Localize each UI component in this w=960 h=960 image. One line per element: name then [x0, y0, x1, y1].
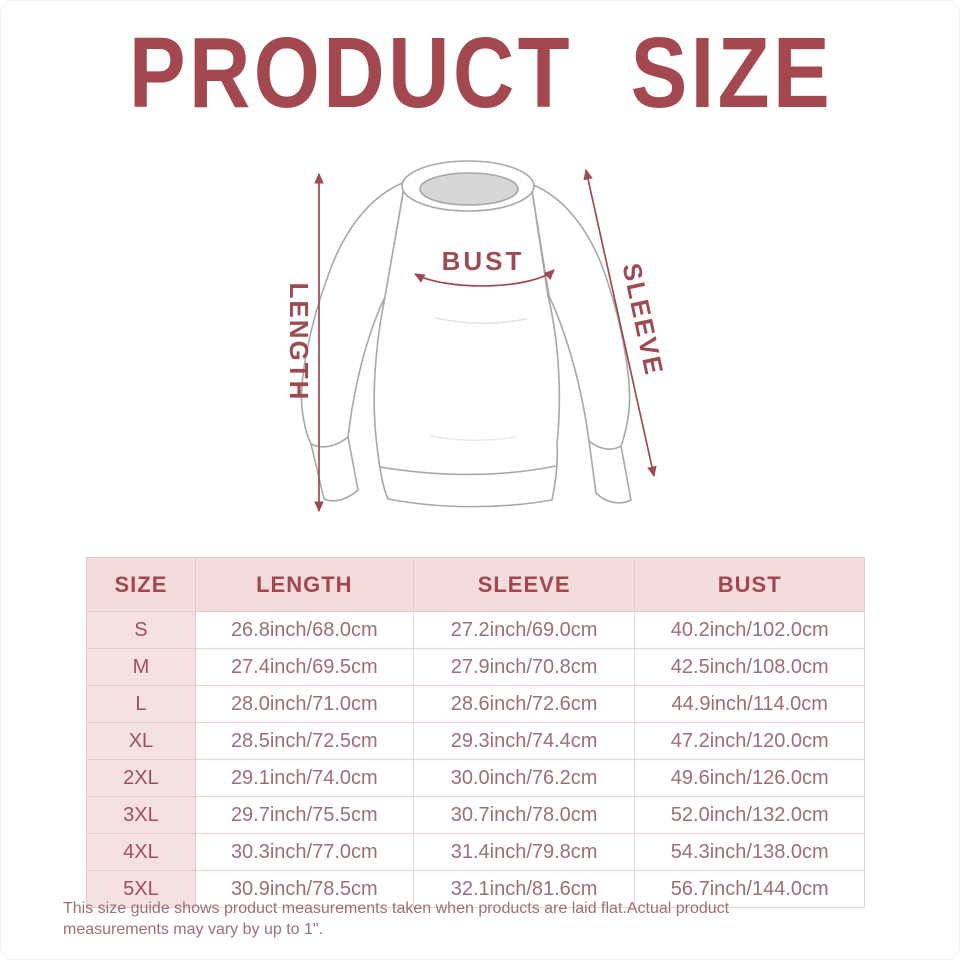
bust-cell: 40.2inch/102.0cm	[634, 611, 865, 649]
length-cell: 30.9inch/78.5cm	[194, 870, 414, 908]
bust-label: BUST	[442, 246, 525, 276]
length-label: LENGTH	[284, 283, 314, 402]
size-cell: 2XL	[86, 759, 196, 797]
table-row: 5XL 30.9inch/78.5cm 32.1inch/81.6cm 56.7…	[86, 870, 865, 908]
sleeve-arrow	[583, 168, 657, 478]
column-header-sleeve: SLEEVE	[412, 557, 636, 612]
size-cell: XL	[86, 722, 196, 760]
table-row: M 27.4inch/69.5cm 27.9inch/70.8cm 42.5in…	[86, 648, 865, 686]
sleeve-cell: 27.2inch/69.0cm	[412, 611, 636, 649]
size-cell: M	[86, 648, 196, 686]
table-row: 4XL 30.3inch/77.0cm 31.4inch/79.8cm 54.3…	[86, 833, 865, 871]
table-row: 2XL 29.1inch/74.0cm 30.0inch/76.2cm 49.6…	[86, 759, 865, 797]
sleeve-cell: 30.7inch/78.0cm	[412, 796, 636, 834]
footer-note-line1: This size guide shows product measuremen…	[63, 900, 730, 917]
sleeve-cell: 32.1inch/81.6cm	[412, 870, 636, 908]
length-cell: 26.8inch/68.0cm	[194, 611, 414, 649]
footer-note-line2: measurements may vary by up to 1".	[63, 921, 324, 938]
sleeve-cell: 31.4inch/79.8cm	[412, 833, 636, 871]
bust-cell: 56.7inch/144.0cm	[634, 870, 865, 908]
table-row: S 26.8inch/68.0cm 27.2inch/69.0cm 40.2in…	[86, 611, 865, 649]
bust-cell: 42.5inch/108.0cm	[634, 648, 865, 686]
waist-wrinkle	[430, 435, 517, 442]
table-row: 3XL 29.7inch/75.5cm 30.7inch/78.0cm 52.0…	[86, 796, 865, 834]
length-cell: 28.0inch/71.0cm	[194, 685, 414, 723]
table-row: XL 28.5inch/72.5cm 29.3inch/74.4cm 47.2i…	[86, 722, 865, 760]
footer-note: This size guide shows product measuremen…	[63, 898, 893, 940]
page-title: PRODUCT SIZE	[128, 17, 834, 129]
column-header-size: SIZE	[86, 557, 196, 612]
bust-cell: 54.3inch/138.0cm	[634, 833, 865, 871]
sleeve-cell: 27.9inch/70.8cm	[412, 648, 636, 686]
size-table: SIZE LENGTH SLEEVE BUST S 26.8inch/68.0c…	[86, 557, 865, 908]
column-header-length: LENGTH	[194, 557, 414, 612]
length-cell: 29.1inch/74.0cm	[194, 759, 414, 797]
hem-seam	[379, 465, 557, 476]
bust-cell: 47.2inch/120.0cm	[634, 722, 865, 760]
size-cell: 5XL	[86, 870, 196, 908]
length-cell: 30.3inch/77.0cm	[194, 833, 414, 871]
left-cuff-seam	[310, 436, 349, 448]
chest-wrinkle	[435, 317, 527, 325]
bust-cell: 52.0inch/132.0cm	[634, 796, 865, 834]
bust-cell: 49.6inch/126.0cm	[634, 759, 865, 797]
sleeve-cell: 29.3inch/74.4cm	[412, 722, 636, 760]
header-row: SIZE LENGTH SLEEVE BUST	[86, 557, 865, 612]
size-cell: S	[86, 611, 196, 649]
bust-arrow	[413, 269, 555, 287]
length-cell: 28.5inch/72.5cm	[194, 722, 414, 760]
size-cell: L	[86, 685, 196, 723]
sleeve-cell: 30.0inch/76.2cm	[412, 759, 636, 797]
column-header-bust: BUST	[634, 557, 865, 612]
size-diagram: LENGTH SLEEVE BUST	[284, 160, 670, 513]
size-cell: 4XL	[86, 833, 196, 871]
sleeve-cell: 28.6inch/72.6cm	[412, 685, 636, 723]
left-sleeve	[300, 181, 406, 502]
size-table-container: SIZE LENGTH SLEEVE BUST S 26.8inch/68.0c…	[86, 557, 865, 908]
sweatshirt-illustration	[300, 160, 632, 508]
length-cell: 29.7inch/75.5cm	[194, 796, 414, 834]
collar-inner	[419, 172, 519, 206]
length-cell: 27.4inch/69.5cm	[194, 648, 414, 686]
size-cell: 3XL	[86, 796, 196, 834]
body	[373, 181, 561, 508]
bust-cell: 44.9inch/114.0cm	[634, 685, 865, 723]
table-row: L 28.0inch/71.0cm 28.6inch/72.6cm 44.9in…	[86, 685, 865, 723]
